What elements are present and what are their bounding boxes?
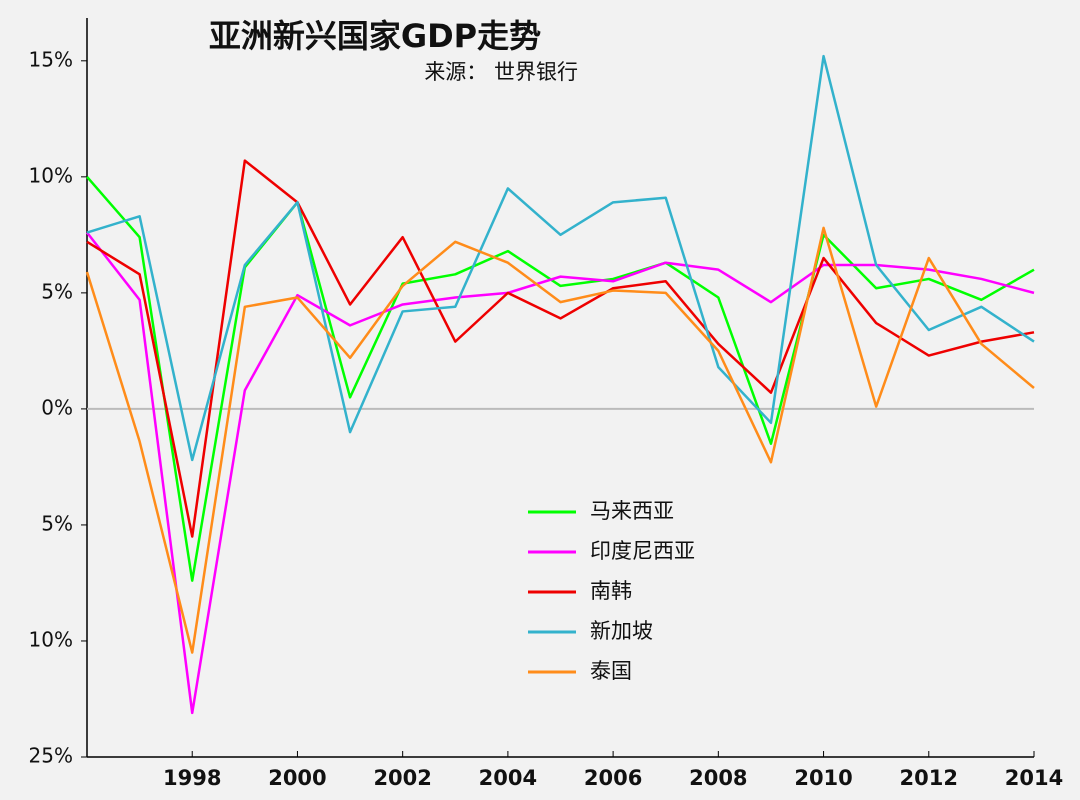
series-line (85, 226, 1035, 654)
legend-label: 马来西亚 (590, 499, 674, 523)
x-tick-label: 2012 (900, 766, 958, 790)
y-tick-label: 10% (29, 163, 73, 187)
y-tick-label: 0% (41, 395, 73, 419)
y-tick-label: 5% (41, 511, 73, 535)
x-tick-label: 2000 (268, 766, 326, 790)
x-tick-label: 2002 (373, 766, 431, 790)
y-tick-label: 10% (29, 627, 73, 651)
legend-label: 泰国 (590, 659, 632, 683)
x-tick-label: 2010 (794, 766, 852, 790)
x-tick-label: 1998 (163, 766, 221, 790)
y-tick-label: 15% (29, 47, 73, 71)
chart-title: 亚洲新兴国家GDP走势 (209, 17, 541, 55)
legend-label: 新加坡 (590, 619, 653, 643)
x-tick-label: 2006 (584, 766, 642, 790)
legend-label: 南韩 (590, 579, 632, 603)
x-tick-label: 2008 (689, 766, 747, 790)
series-line (86, 54, 1035, 462)
legend-label: 印度尼西亚 (590, 539, 695, 563)
series-line (86, 159, 1035, 538)
x-tick-label: 2014 (1005, 766, 1063, 790)
y-tick-label: 5% (41, 279, 73, 303)
chart-subtitle: 来源： 世界银行 (424, 60, 578, 84)
x-tick-label: 2004 (479, 766, 537, 790)
y-tick-label: 25% (29, 744, 73, 768)
